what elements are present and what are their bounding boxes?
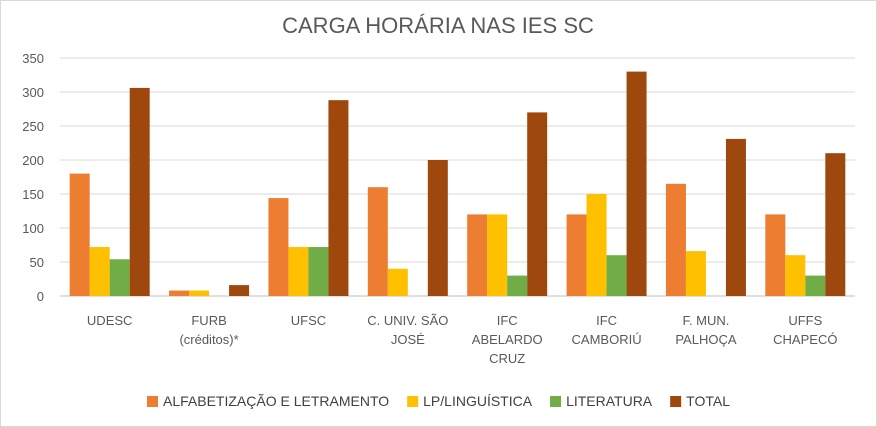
legend-swatch — [670, 396, 682, 407]
bar — [785, 255, 806, 296]
x-tick-label: UFFS — [788, 313, 822, 328]
x-tick-label: PALHOÇA — [675, 332, 736, 347]
bar — [805, 275, 826, 296]
bar — [665, 183, 686, 296]
legend-swatch — [407, 396, 419, 407]
y-tick-label: 100 — [22, 221, 44, 236]
bar — [129, 87, 150, 296]
x-tick-label: CRUZ — [489, 351, 525, 366]
x-tick-label: UFSC — [291, 313, 326, 328]
x-tick-label: JOSÉ — [391, 332, 425, 347]
bar — [765, 214, 786, 296]
x-tick-label: UDESC — [87, 313, 133, 328]
legend-label: ALFABETIZAÇÃO E LETRAMENTO — [163, 393, 389, 409]
bar — [725, 138, 746, 296]
bar — [586, 194, 607, 296]
y-tick-label: 150 — [22, 187, 44, 202]
bar — [288, 247, 309, 296]
bar — [229, 285, 250, 296]
y-tick-label: 300 — [22, 85, 44, 100]
y-tick-label: 200 — [22, 153, 44, 168]
legend-swatch — [147, 396, 159, 407]
legend-swatch — [550, 396, 562, 407]
x-tick-label: CAMBORIÚ — [572, 332, 642, 347]
y-tick-label: 350 — [22, 51, 44, 66]
x-axis-labels: UDESC FURB (créditos)* UFSC C. UNIV. SÃO JOSÉ… — [87, 313, 838, 366]
chart-title: CARGA HORÁRIA NAS IES SC — [282, 13, 594, 38]
bars — [69, 71, 846, 297]
y-tick-label: 250 — [22, 119, 44, 134]
x-tick-label: (créditos)* — [179, 332, 238, 347]
x-tick-label: ABELARDO — [472, 332, 543, 347]
x-tick-label: CHAPECÓ — [773, 332, 837, 347]
bar — [308, 247, 329, 296]
bar — [487, 214, 508, 296]
x-tick-label: FURB — [191, 313, 226, 328]
y-tick-label: 0 — [37, 289, 44, 304]
bar — [527, 112, 548, 297]
legend: ALFABETIZAÇÃO E LETRAMENTO LP/LINGUÍSTICA… — [147, 393, 730, 409]
bar — [109, 259, 130, 296]
x-tick-label: IFC — [596, 313, 617, 328]
x-tick-label: F. MUN. — [682, 313, 729, 328]
x-tick-label: IFC — [497, 313, 518, 328]
bar — [825, 153, 846, 296]
bar — [328, 100, 349, 296]
legend-label: LITERATURA — [566, 393, 653, 409]
bar — [507, 275, 528, 296]
bar — [566, 214, 587, 296]
bar — [626, 71, 647, 296]
legend-label: LP/LINGUÍSTICA — [423, 393, 533, 409]
bar — [387, 268, 408, 296]
bar — [69, 173, 90, 296]
y-tick-label: 50 — [30, 255, 44, 270]
bar — [685, 251, 706, 296]
bar — [467, 214, 488, 296]
x-tick-label: C. UNIV. SÃO — [367, 313, 448, 328]
bar — [169, 290, 190, 296]
bar — [189, 290, 210, 296]
legend-label: TOTAL — [686, 393, 730, 409]
bar — [606, 255, 627, 296]
bar — [89, 247, 110, 296]
bar — [427, 160, 448, 296]
bar — [367, 187, 388, 296]
y-axis-ticks: 0 50 100 150 200 250 300 350 — [22, 51, 44, 304]
bar — [268, 198, 289, 296]
